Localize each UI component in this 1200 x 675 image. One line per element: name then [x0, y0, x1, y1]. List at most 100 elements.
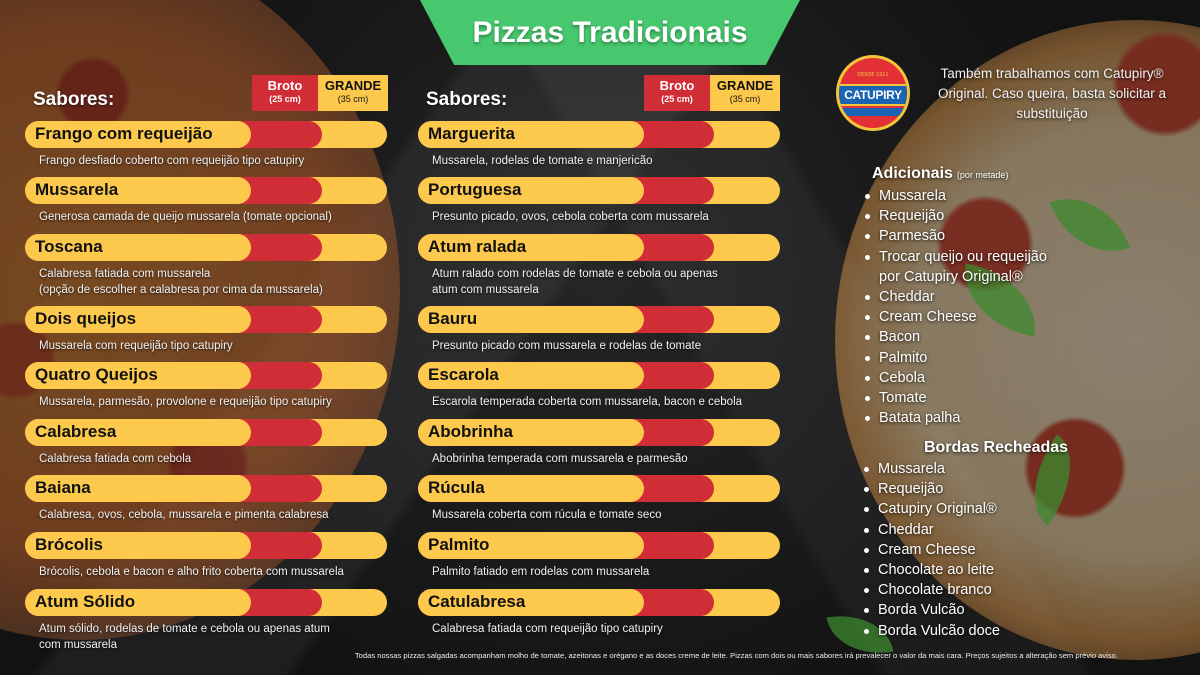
menu-item[interactable]: Palmito Palmito fatiado em rodelas com m…: [418, 532, 780, 580]
item-description: Frango desfiado coberto com requeijão ti…: [39, 155, 305, 167]
price-grande[interactable]: [322, 532, 382, 559]
list-item: Batata palha: [863, 408, 1112, 428]
price-broto[interactable]: [253, 589, 313, 616]
price-grande[interactable]: [322, 306, 382, 333]
item-name: Bauru: [428, 309, 478, 328]
item-name: Rúcula: [428, 478, 485, 497]
list-item: Chocolate ao leite: [862, 560, 1102, 580]
list-item: Parmesão: [863, 226, 1112, 246]
item-name: Brócolis: [35, 535, 104, 554]
menu-item[interactable]: Atum ralada Atum ralado com rodelas de t…: [418, 234, 780, 298]
price-grande[interactable]: [714, 177, 774, 204]
item-name: Portuguesa: [428, 180, 522, 199]
item-name: Mussarela: [35, 180, 119, 199]
size-header: Broto (25 cm) GRANDE (35 cm): [644, 75, 780, 111]
footer-disclaimer: Todas nossas pizzas salgadas acompanham …: [354, 651, 1118, 660]
list-item: Palmito: [863, 348, 1112, 368]
list-item: Trocar queijo ou requeijão por Catupiry O…: [863, 247, 1112, 287]
item-description: Calabresa fatiada com cebola: [39, 453, 192, 465]
price-grande[interactable]: [322, 475, 382, 502]
price-grande[interactable]: [322, 589, 382, 616]
price-grande[interactable]: [714, 419, 774, 446]
price-broto[interactable]: [646, 475, 706, 502]
menu-item[interactable]: Toscana Calabresa fatiada com mussarela(…: [25, 234, 387, 298]
price-grande[interactable]: [714, 475, 774, 502]
price-broto[interactable]: [253, 475, 313, 502]
price-broto[interactable]: [646, 121, 706, 148]
item-name: Quatro Queijos: [35, 365, 158, 384]
item-name: Frango com requeijão: [35, 124, 213, 143]
menu-item[interactable]: Marguerita Mussarela, rodelas de tomate …: [418, 121, 780, 169]
item-name: Atum ralada: [428, 237, 527, 256]
menu-item[interactable]: Frango com requeijão Frango desfiado cob…: [25, 121, 387, 169]
menu-item[interactable]: Baiana Calabresa, ovos, cebola, mussarel…: [25, 475, 387, 523]
price-broto[interactable]: [253, 121, 313, 148]
catupiry-logo: DESDE 1911 CATUPIRY: [836, 55, 910, 131]
adicionais-list: Mussarela Requeijão Parmesão Trocar quei…: [863, 186, 1112, 428]
list-item: Bacon: [863, 327, 1112, 347]
menu-item[interactable]: Catulabresa Calabresa fatiada com requei…: [418, 589, 780, 637]
price-broto[interactable]: [646, 362, 706, 389]
menu-item[interactable]: Portuguesa Presunto picado, ovos, cebola…: [418, 177, 780, 225]
price-broto[interactable]: [646, 306, 706, 333]
bordas-list: Mussarela Requeijão Catupiry Original® C…: [862, 459, 1102, 641]
price-grande[interactable]: [322, 419, 382, 446]
menu-item[interactable]: Abobrinha Abobrinha temperada com mussar…: [418, 419, 780, 467]
item-description: Presunto picado com mussarela e rodelas …: [432, 340, 702, 352]
list-item: Tomate: [863, 388, 1112, 408]
price-broto[interactable]: [646, 234, 706, 261]
item-name: Atum Sólido: [35, 592, 136, 611]
menu-item[interactable]: Quatro Queijos Mussarela, parmesão, prov…: [25, 362, 387, 410]
price-grande[interactable]: [322, 362, 382, 389]
list-item: Borda Vulcão: [862, 600, 1102, 620]
item-name: Abobrinha: [428, 422, 513, 441]
size-grande-header: GRANDE (35 cm): [710, 75, 780, 111]
price-broto[interactable]: [253, 177, 313, 204]
list-item: Requeijão: [862, 479, 1102, 499]
price-grande[interactable]: [322, 177, 382, 204]
menu-item[interactable]: Brócolis Brócolis, cebola e bacon e alho…: [25, 532, 387, 580]
price-grande[interactable]: [714, 589, 774, 616]
item-description: Presunto picado, ovos, cebola coberta co…: [432, 211, 709, 223]
title-banner: Pizzas Tradicionais: [420, 0, 800, 65]
price-grande[interactable]: [714, 234, 774, 261]
price-broto[interactable]: [646, 177, 706, 204]
list-item: Catupiry Original®: [862, 499, 1102, 519]
menu-item[interactable]: Escarola Escarola temperada coberta com …: [418, 362, 780, 410]
menu-item[interactable]: Calabresa Calabresa fatiada com cebola: [25, 419, 387, 467]
price-broto[interactable]: [646, 589, 706, 616]
item-name: Escarola: [428, 365, 499, 384]
menu-item[interactable]: Mussarela Generosa camada de queijo muss…: [25, 177, 387, 225]
item-description: Calabresa, ovos, cebola, mussarela e pim…: [39, 509, 329, 521]
price-broto[interactable]: [646, 419, 706, 446]
menu-item[interactable]: Atum Sólido Atum sólido, rodelas de toma…: [25, 589, 387, 653]
price-grande[interactable]: [714, 532, 774, 559]
price-grande[interactable]: [322, 121, 382, 148]
item-description: Calabresa fatiada com mussarela (opção de…: [39, 268, 323, 296]
list-item: Cheddar: [862, 520, 1102, 540]
price-grande[interactable]: [714, 121, 774, 148]
item-description: Mussarela, rodelas de tomate e manjericã…: [432, 155, 653, 167]
price-broto[interactable]: [253, 362, 313, 389]
bordas-section: Bordas Recheadas Mussarela Requeijão Cat…: [862, 439, 1102, 641]
bordas-title: Bordas Recheadas: [923, 439, 1069, 456]
menu-item[interactable]: Dois queijos Mussarela com requeijão tip…: [25, 306, 387, 354]
item-description: Escarola temperada coberta com mussarela…: [432, 396, 743, 408]
item-name: Baiana: [35, 478, 91, 497]
adicionais-title: Adicionais (por metade): [872, 165, 1009, 182]
item-name: Marguerita: [428, 124, 515, 143]
price-grande[interactable]: [322, 234, 382, 261]
price-broto[interactable]: [253, 419, 313, 446]
price-broto[interactable]: [646, 532, 706, 559]
menu-item[interactable]: Bauru Presunto picado com mussarela e ro…: [418, 306, 780, 354]
price-broto[interactable]: [253, 234, 313, 261]
menu-item[interactable]: Rúcula Mussarela coberta com rúcula e to…: [418, 475, 780, 523]
size-broto-header: Broto (25 cm): [252, 75, 318, 111]
price-broto[interactable]: [253, 532, 313, 559]
sabores-heading: Sabores:: [33, 89, 115, 110]
item-description: Atum sólido, rodelas de tomate e cebola …: [39, 623, 330, 651]
size-header: Broto (25 cm) GRANDE (35 cm): [252, 75, 388, 111]
price-broto[interactable]: [253, 306, 313, 333]
price-grande[interactable]: [714, 362, 774, 389]
price-grande[interactable]: [714, 306, 774, 333]
